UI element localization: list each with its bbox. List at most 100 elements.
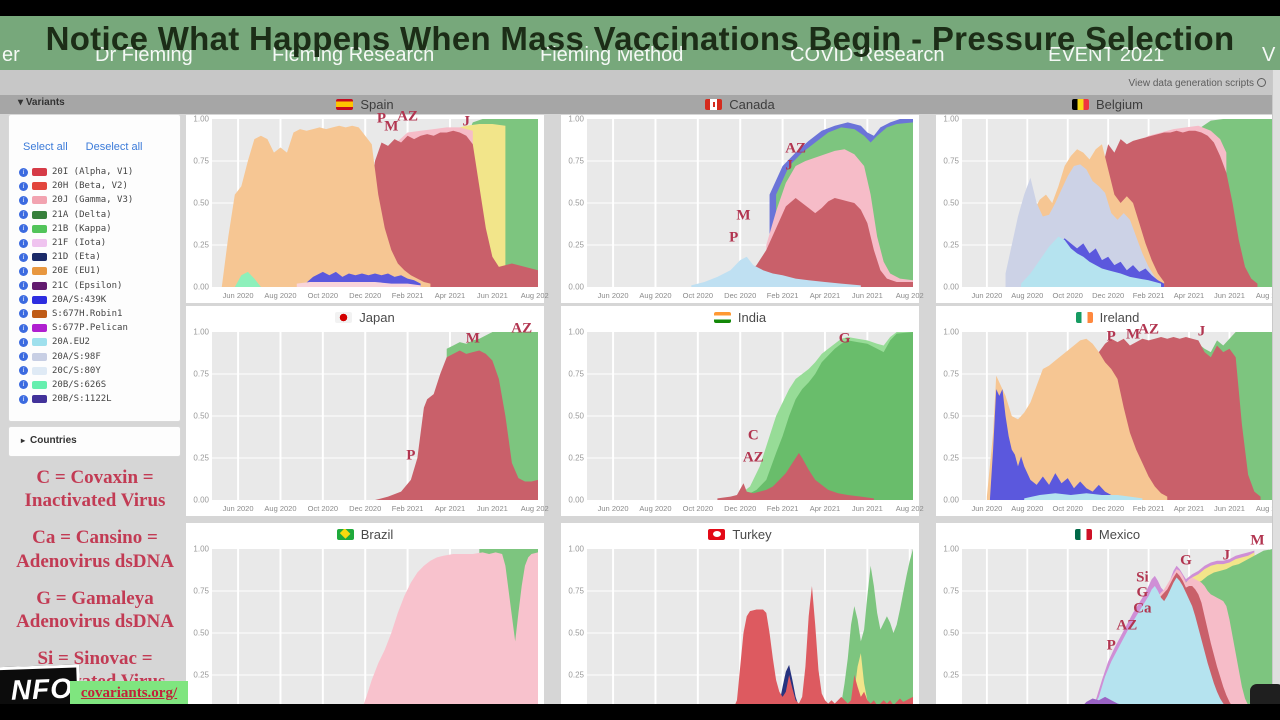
variant-row[interactable]: i S:677P.Pelican <box>19 321 176 335</box>
info-icon[interactable]: i <box>19 252 28 262</box>
info-icon[interactable]: i <box>19 224 28 234</box>
variant-row[interactable]: i 20E (EU1) <box>19 264 176 278</box>
plot-area-ireland: P M AZ J <box>962 322 1273 500</box>
brazil-flag-icon <box>336 528 354 540</box>
info-icon[interactable]: i <box>19 238 28 248</box>
countries-panel[interactable]: ▸ Countries <box>8 426 181 457</box>
vaccine-annotation-m: M <box>736 207 751 224</box>
covariants-source-link[interactable]: covariants.org/ <box>70 681 188 706</box>
x-tick-label: Apr 2021 <box>809 291 841 300</box>
variant-row[interactable]: i 20A.EU2 <box>19 335 176 349</box>
nav-item-fleming-research[interactable]: Fleming Research <box>272 44 435 66</box>
info-icon[interactable]: i <box>19 181 28 191</box>
nav-item-er[interactable]: er <box>2 44 20 66</box>
area-layer-20i-alpha-v1- <box>375 350 538 500</box>
variant-row[interactable]: i 20A/S:439K <box>19 293 176 307</box>
variant-row[interactable]: i 21B (Kappa) <box>19 222 176 236</box>
x-tick-label: Apr 2021 <box>1173 504 1205 513</box>
info-icon[interactable]: i <box>19 295 28 305</box>
section-header-band <box>0 95 1280 114</box>
area-layer-20i-alpha-v1- <box>355 130 538 287</box>
info-icon[interactable]: i <box>19 337 28 347</box>
deselect-all-link[interactable]: Deselect all <box>85 141 143 153</box>
y-tick-label: 0.25 <box>193 670 209 680</box>
info-icon[interactable]: i <box>19 167 28 177</box>
info-icon[interactable]: i <box>19 266 28 276</box>
variant-row[interactable]: i 20B/S:626S <box>19 378 176 392</box>
vaccine-annotation-az: AZ <box>397 108 419 125</box>
nav-item-dr-fleming[interactable]: Dr Fleming <box>95 44 193 66</box>
nav-item-event-2021[interactable]: EVENT 2021 <box>1048 44 1165 66</box>
variant-row[interactable]: i 20J (Gamma, V3) <box>19 193 176 207</box>
info-icon[interactable]: i <box>19 394 28 404</box>
variant-label: 21C (Epsilon) <box>52 280 123 291</box>
x-tick-label: Aug 202 <box>1255 504 1280 513</box>
site-navbar: er Dr Fleming Fleming Research Fleming Meth… <box>0 16 1280 70</box>
page-scrollbar[interactable] <box>1272 70 1280 704</box>
x-tick-label: Aug 2020 <box>264 504 297 513</box>
x-axis: Jun 2020 Aug 2020 Oct 2020 Dec 2020 Feb 2021… <box>212 289 549 304</box>
view-scripts-link[interactable]: View data generation scripts <box>1129 78 1266 89</box>
y-tick-label: 1.00 <box>193 327 209 337</box>
x-tick-label: Feb 2021 <box>766 504 799 513</box>
variant-label: S:677P.Pelican <box>52 323 128 334</box>
variant-row[interactable]: i 20I (Alpha, V1) <box>19 165 176 179</box>
y-tick-label: 0.25 <box>193 240 209 250</box>
variants-section-toggle[interactable]: ▾ Variants <box>8 97 181 113</box>
variant-row[interactable]: i 20C/S:80Y <box>19 364 176 378</box>
area-layer-20a-eu2 <box>1021 236 1162 287</box>
x-tick-label: Feb 2021 <box>766 291 799 300</box>
variant-color-swatch <box>32 253 47 262</box>
variant-row[interactable]: i 20B/S:1122L <box>19 392 176 406</box>
vaccine-annotation-az: AZ <box>742 449 764 466</box>
info-icon[interactable]: i <box>19 366 28 376</box>
select-all-link[interactable]: Select all <box>23 141 68 153</box>
x-tick-label: Aug 2020 <box>639 291 672 300</box>
chart-header-brazil: Brazil <box>186 523 544 545</box>
variant-color-swatch <box>32 210 47 219</box>
y-tick-label: 0.75 <box>193 369 209 379</box>
x-axis: Jun 2020 Aug 2020 Oct 2020 Dec 2020 Feb 2021… <box>962 289 1280 304</box>
x-tick-label: Aug 2020 <box>639 504 672 513</box>
vaccine-annotation-p: P <box>406 447 416 464</box>
x-tick-label: Apr 2021 <box>434 504 466 513</box>
variant-color-swatch <box>32 352 47 361</box>
info-icon[interactable]: i <box>19 281 28 291</box>
info-icon[interactable]: i <box>19 210 28 220</box>
chart-title: Spain <box>360 97 394 112</box>
x-tick-label: Jun 2020 <box>597 504 629 513</box>
info-icon[interactable]: i <box>19 309 28 319</box>
variants-header-label: Variants <box>25 97 65 108</box>
info-icon[interactable]: i <box>19 195 28 205</box>
india-flag-icon <box>713 311 731 323</box>
chart-header-canada: Canada <box>560 95 920 114</box>
info-icon[interactable]: i <box>19 380 28 390</box>
x-tick-label: Apr 2021 <box>809 504 841 513</box>
countries-section-toggle[interactable]: ▸ Countries <box>21 435 77 446</box>
info-icon[interactable]: i <box>19 352 28 362</box>
nav-item-fleming-method[interactable]: Fleming Method <box>540 44 684 66</box>
y-tick-label: 0.00 <box>568 282 584 292</box>
y-tick-label: 0.00 <box>943 495 959 505</box>
area-layer-20a-eu2 <box>1086 577 1236 717</box>
nav-item-v[interactable]: V <box>1262 44 1276 66</box>
info-icon[interactable]: i <box>19 323 28 333</box>
variant-row[interactable]: i S:677H.Robin1 <box>19 307 176 321</box>
vaccine-annotation-g: G <box>1136 584 1149 601</box>
variant-label: 21D (Eta) <box>52 252 101 263</box>
variant-label: 20A/S:98F <box>52 351 101 362</box>
variant-row[interactable]: i 21A (Delta) <box>19 208 176 222</box>
chevron-down-icon: ▾ <box>18 97 24 108</box>
area-layer-20e-eu1- <box>986 338 1168 500</box>
variant-row[interactable]: i 21D (Eta) <box>19 250 176 264</box>
nav-item-covid-research[interactable]: COVID Research <box>790 44 945 66</box>
vaccine-annotation-m: M <box>1250 532 1265 549</box>
variant-row[interactable]: i 21F (Iota) <box>19 236 176 250</box>
variant-row[interactable]: i 20A/S:98F <box>19 349 176 363</box>
plot-area-turkey <box>587 549 913 717</box>
x-tick-label: Aug 202 <box>520 291 549 300</box>
variant-row[interactable]: i 20H (Beta, V2) <box>19 179 176 193</box>
y-tick-label: 0.50 <box>943 198 959 208</box>
variant-row[interactable]: i 21C (Epsilon) <box>19 279 176 293</box>
